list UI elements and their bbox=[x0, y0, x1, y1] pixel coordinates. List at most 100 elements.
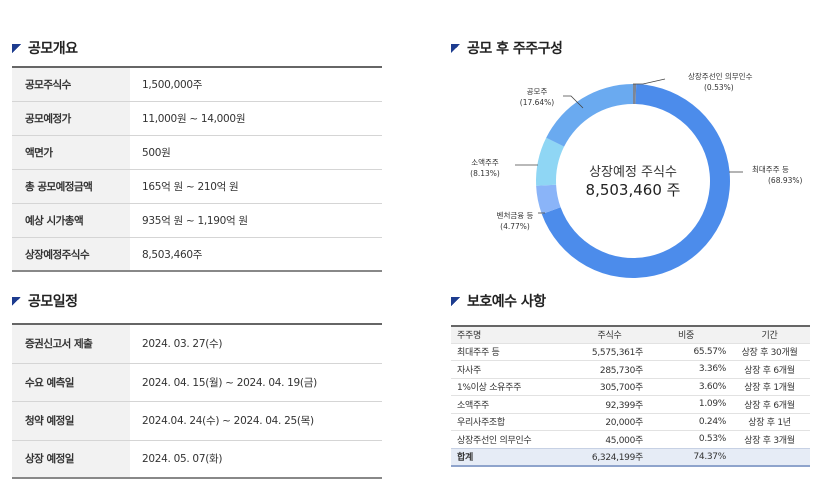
lockup-section-title: 보호예수 사항 bbox=[451, 291, 546, 311]
overview-row-label: 예상 시가총액 bbox=[12, 204, 130, 237]
overview-row: 상장예정주식수 8,503,460주 bbox=[12, 238, 382, 272]
lockup-header-row: 주주명 주식수 비중 기간 bbox=[451, 326, 810, 343]
total-cell-shares: 6,324,199주 bbox=[576, 447, 646, 467]
overview-row-label: 액면가 bbox=[12, 136, 130, 169]
schedule-row-value: 2024.04. 24(수) ~ 2024. 04. 25(목) bbox=[142, 415, 314, 428]
section-marker-icon bbox=[451, 43, 460, 53]
schedule-row: 상장 예정일 2024. 05. 07(화) bbox=[12, 440, 382, 479]
slice-label-name: 상장주선인 의무인수 bbox=[688, 71, 753, 81]
schedule-title: 공모일정 bbox=[28, 294, 78, 310]
cell-period: 상장 후 6개월 bbox=[729, 395, 810, 413]
lockup-table: 주주명 주식수 비중 기간 최대주주 등 5,575,361주 65.57% 상장 후… bbox=[451, 325, 810, 467]
overview-row-label: 총 공모예정금액 bbox=[12, 170, 130, 203]
overview-section-title: 공모개요 bbox=[12, 38, 78, 58]
lockup-row: 상장주선인 의무인수 45,000주 0.53% 상장 후 3개월 bbox=[451, 430, 810, 448]
overview-row: 공모예정가 11,000원 ~ 14,000원 bbox=[12, 102, 382, 136]
cell-shareholder: 최대주주 등 bbox=[451, 342, 576, 361]
schedule-row: 수요 예측일 2024. 04. 15(월) ~ 2024. 04. 19(금) bbox=[12, 363, 382, 402]
schedule-row: 증권신고서 제출 2024. 03. 27(수) bbox=[12, 325, 382, 364]
lockup-row: 소액주주 92,399주 1.09% 상장 후 6개월 bbox=[451, 395, 810, 413]
cell-shareholder: 자사주 bbox=[451, 360, 576, 378]
slice-label-value: (0.53%) bbox=[704, 83, 734, 92]
section-marker-icon bbox=[12, 296, 21, 306]
lockup-title: 보호예수 사항 bbox=[467, 294, 546, 310]
header-ratio: 비중 bbox=[678, 331, 694, 342]
schedule-row: 청약 예정일 2024.04. 24(수) ~ 2024. 04. 25(목) bbox=[12, 402, 382, 441]
schedule-table: 증권신고서 제출 2024. 03. 27(수) 수요 예측일 2024. 04. 1… bbox=[12, 323, 382, 479]
cell-period: 상장 후 3개월 bbox=[729, 430, 810, 448]
schedule-section-title: 공모일정 bbox=[12, 291, 78, 311]
overview-row-label: 공모예정가 bbox=[12, 102, 130, 135]
cell-shareholder: 소액주주 bbox=[451, 395, 576, 413]
composition-section-title: 공모 후 주주구성 bbox=[451, 38, 563, 58]
overview-row-value: 8,503,460주 bbox=[142, 248, 203, 261]
slice-label-value: (17.64%) bbox=[520, 98, 555, 107]
slice-label-name: 공모주 bbox=[527, 87, 548, 96]
schedule-row-value: 2024. 05. 07(화) bbox=[142, 453, 223, 466]
slice-label-name: 벤처금융 등 bbox=[497, 210, 534, 220]
slice-label-value: (68.93%) bbox=[768, 176, 803, 185]
overview-title: 공모개요 bbox=[28, 41, 78, 57]
overview-row-label: 상장예정주식수 bbox=[12, 238, 130, 270]
overview-row-label: 공모주식수 bbox=[12, 68, 130, 101]
lockup-row: 우리사주조합 20,000주 0.24% 상장 후 1년 bbox=[451, 412, 810, 431]
cell-period: 상장 후 1년 bbox=[729, 412, 810, 431]
slice-label-value: (4.77%) bbox=[500, 222, 530, 231]
overview-row: 총 공모예정금액 165억 원 ~ 210억 원 bbox=[12, 170, 382, 204]
lockup-row: 자사주 285,730주 3.36% 상장 후 6개월 bbox=[451, 360, 810, 378]
cell-shareholder: 우리사주조합 bbox=[451, 412, 576, 431]
donut-slice bbox=[546, 84, 633, 147]
overview-row-value: 11,000원 ~ 14,000원 bbox=[142, 113, 246, 125]
center-label: 상장예정 주식수 bbox=[589, 165, 677, 180]
cell-ratio: 0.24% bbox=[646, 412, 729, 431]
cell-shareholder: 상장주선인 의무인수 bbox=[451, 430, 576, 448]
section-marker-icon bbox=[12, 43, 21, 53]
total-cell-period bbox=[729, 447, 810, 467]
composition-title: 공모 후 주주구성 bbox=[467, 41, 563, 57]
cell-period: 상장 후 30개월 bbox=[729, 342, 810, 361]
cell-shares: 45,000주 bbox=[576, 430, 646, 448]
total-cell-shareholder: 합계 bbox=[451, 447, 576, 467]
header-period: 기간 bbox=[761, 331, 778, 342]
cell-ratio: 1.09% bbox=[646, 395, 729, 413]
header-shareholder: 주주명 bbox=[457, 331, 481, 342]
overview-row-value: 165억 원 ~ 210억 원 bbox=[142, 181, 239, 193]
slice-label-name: 최대주주 등 bbox=[752, 164, 789, 174]
overview-row-value: 1,500,000주 bbox=[142, 79, 203, 91]
cell-shares: 92,399주 bbox=[576, 395, 646, 413]
cell-ratio: 3.36% bbox=[646, 360, 729, 378]
lockup-total-row: 합계 6,324,199주 74.37% bbox=[451, 447, 810, 467]
schedule-row-label: 수요 예측일 bbox=[12, 363, 130, 401]
overview-row-value: 935억 원 ~ 1,190억 원 bbox=[142, 215, 248, 227]
total-cell-ratio: 74.37% bbox=[646, 447, 729, 467]
label-leader-line bbox=[633, 78, 666, 85]
cell-period: 상장 후 1개월 bbox=[729, 377, 810, 396]
donut-slice bbox=[536, 137, 565, 186]
label-leader-line bbox=[563, 95, 584, 109]
schedule-row-value: 2024. 03. 27(수) bbox=[142, 338, 223, 351]
lockup-row: 1%이상 소유주주 305,700주 3.60% 상장 후 1개월 bbox=[451, 377, 810, 396]
overview-row: 액면가 500원 bbox=[12, 136, 382, 170]
section-marker-icon bbox=[451, 296, 460, 306]
schedule-row-label: 청약 예정일 bbox=[12, 402, 130, 440]
slice-label-value: (8.13%) bbox=[470, 169, 500, 178]
cell-period: 상장 후 6개월 bbox=[729, 360, 810, 378]
donut-chart-svg: 상장주선인 의무인수 (0.53%) 최대주주 등 (68.93%) 벤처금융 등 (4.… bbox=[470, 71, 803, 279]
schedule-row-label: 상장 예정일 bbox=[12, 440, 130, 477]
shareholder-donut-chart: 상장주선인 의무인수 (0.53%) 최대주주 등 (68.93%) 벤처금융 등 (4.… bbox=[440, 66, 825, 284]
schedule-row-label: 증권신고서 제출 bbox=[12, 325, 130, 363]
cell-shares: 20,000주 bbox=[576, 412, 646, 431]
cell-shares: 285,730주 bbox=[576, 360, 646, 378]
cell-shares: 305,700주 bbox=[576, 377, 646, 396]
cell-ratio: 3.60% bbox=[646, 377, 729, 396]
donut-slice bbox=[536, 184, 561, 215]
donut-slice bbox=[633, 84, 637, 105]
schedule-row-value: 2024. 04. 15(월) ~ 2024. 04. 19(금) bbox=[142, 376, 317, 389]
overview-row-value: 500원 bbox=[142, 147, 171, 159]
cell-shareholder: 1%이상 소유주주 bbox=[451, 377, 576, 396]
overview-row: 공모주식수 1,500,000주 bbox=[12, 68, 382, 102]
cell-ratio: 0.53% bbox=[646, 430, 729, 448]
lockup-row: 최대주주 등 5,575,361주 65.57% 상장 후 30개월 bbox=[451, 342, 810, 361]
slice-label-name: 소액주주 bbox=[471, 157, 499, 167]
